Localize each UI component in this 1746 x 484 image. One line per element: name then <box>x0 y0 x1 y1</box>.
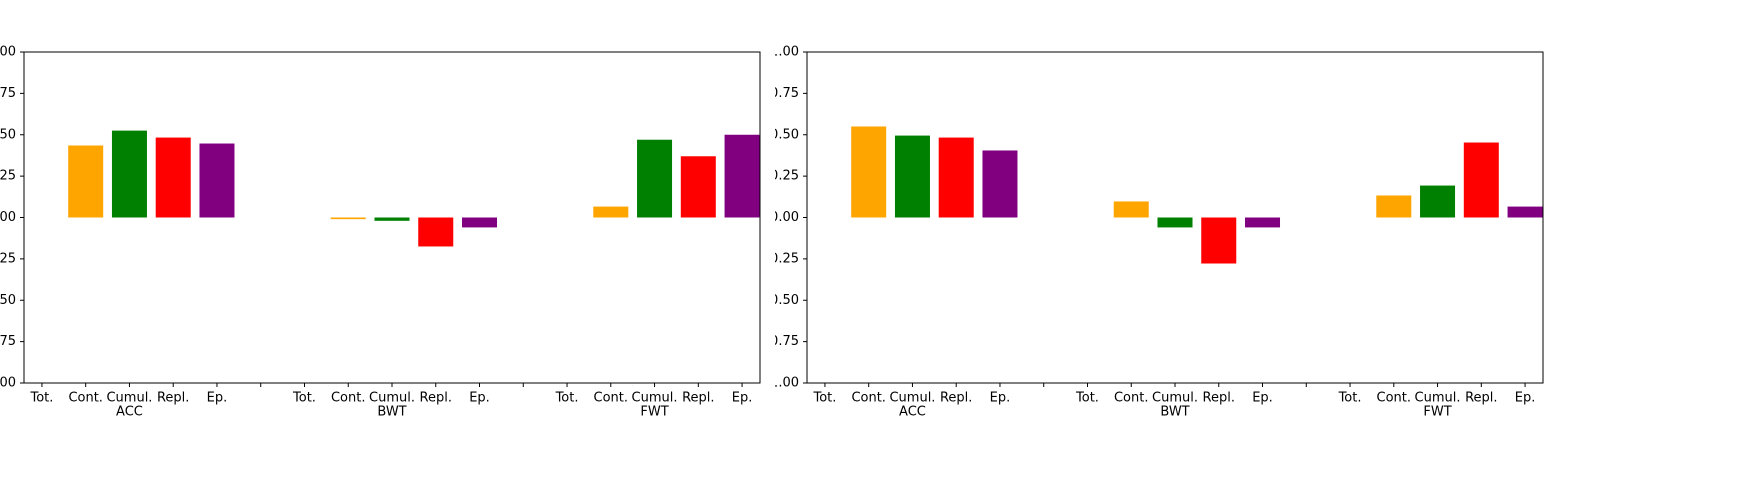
group-label: FWT <box>640 405 668 420</box>
bar <box>199 143 235 218</box>
plot-frame <box>806 51 1544 384</box>
panel: −1.00 −0.75 −0.50 −0.25 0.00 0.25 0.50 0.75 1.00… <box>759 45 1544 420</box>
x-tick-label: Ep. <box>1515 391 1536 406</box>
bar <box>330 217 366 220</box>
x-tick-label: Tot. <box>555 391 579 406</box>
plot-frame <box>23 51 761 384</box>
x-tick-label: Repl. <box>1203 391 1235 406</box>
y-tick-label: −1.00 <box>759 376 799 391</box>
y-tick-label: 0.50 <box>770 127 799 142</box>
x-tick-label: Ep. <box>207 391 228 406</box>
x-tick-label: Repl. <box>157 391 189 406</box>
x-tick-label: Cumul. <box>889 391 935 406</box>
y-tick-label: 1.00 <box>770 45 799 60</box>
x-tick-label: Cont. <box>331 391 366 406</box>
bar <box>374 217 410 221</box>
x-tick-label: Ep. <box>1252 391 1273 406</box>
x-tick-label: Cumul. <box>632 391 678 406</box>
x-tick-label: Cumul. <box>1152 391 1198 406</box>
y-tick-label: 1.00 <box>0 45 16 60</box>
x-tick-label: Repl. <box>1465 391 1497 406</box>
x-tick-label: Cont. <box>851 391 886 406</box>
bar <box>155 137 191 218</box>
y-tick-label: 0.25 <box>770 169 799 184</box>
bar <box>1507 206 1543 218</box>
x-tick-label: Cumul. <box>1415 391 1461 406</box>
y-tick-label: 0.75 <box>770 86 799 101</box>
group-label: FWT <box>1423 405 1451 420</box>
bar <box>1201 217 1237 264</box>
x-tick-label: Repl. <box>420 391 452 406</box>
y-tick-label: −1.00 <box>0 376 16 391</box>
y-tick-label: 0.00 <box>770 210 799 225</box>
x-tick-label: Cumul. <box>106 391 152 406</box>
bar <box>982 150 1018 218</box>
group-label: BWT <box>1160 405 1189 420</box>
bar <box>1113 201 1149 218</box>
x-tick-label: Repl. <box>682 391 714 406</box>
x-tick-label: Ep. <box>469 391 490 406</box>
x-tick-label: Ep. <box>990 391 1011 406</box>
group-label: ACC <box>899 405 926 420</box>
bar <box>1376 195 1412 218</box>
bar <box>724 134 760 218</box>
y-tick-label: 0.25 <box>0 169 16 184</box>
bar <box>462 217 498 228</box>
x-tick-label: Tot. <box>1075 391 1099 406</box>
x-tick-label: Cont. <box>594 391 629 406</box>
bar <box>418 217 454 247</box>
bar <box>680 156 716 218</box>
x-tick-label: Cont. <box>68 391 103 406</box>
y-tick-label: −0.25 <box>0 251 16 266</box>
bar <box>1245 217 1281 228</box>
bar <box>851 126 887 218</box>
bar <box>68 145 104 218</box>
bar <box>894 135 930 218</box>
y-tick-label: 0.50 <box>0 127 16 142</box>
panel: −1.00 −0.75 −0.50 −0.25 0.00 0.25 0.50 0.75 1.00… <box>0 45 761 420</box>
y-tick-label: −0.50 <box>759 293 799 308</box>
y-tick-label: 0.00 <box>0 210 16 225</box>
y-tick-label: −0.75 <box>759 334 799 349</box>
x-tick-label: Cont. <box>1377 391 1412 406</box>
group-label: BWT <box>377 405 406 420</box>
x-tick-label: Repl. <box>940 391 972 406</box>
x-tick-label: Tot. <box>29 391 53 406</box>
x-tick-label: Ep. <box>732 391 753 406</box>
bar <box>1463 142 1499 218</box>
bar <box>637 139 673 218</box>
y-tick-label: −0.50 <box>0 293 16 308</box>
bar <box>938 137 974 218</box>
x-tick-label: Cumul. <box>369 391 415 406</box>
bar <box>1420 185 1456 218</box>
x-tick-label: Tot. <box>1338 391 1362 406</box>
bar <box>111 130 147 218</box>
bar <box>1157 217 1193 228</box>
x-tick-label: Tot. <box>292 391 316 406</box>
y-tick-label: −0.25 <box>759 251 799 266</box>
x-tick-label: Tot. <box>812 391 836 406</box>
y-tick-label: −0.75 <box>0 334 16 349</box>
bar <box>593 206 629 218</box>
y-tick-label: 0.75 <box>0 86 16 101</box>
group-label: ACC <box>116 405 143 420</box>
x-tick-label: Cont. <box>1114 391 1149 406</box>
